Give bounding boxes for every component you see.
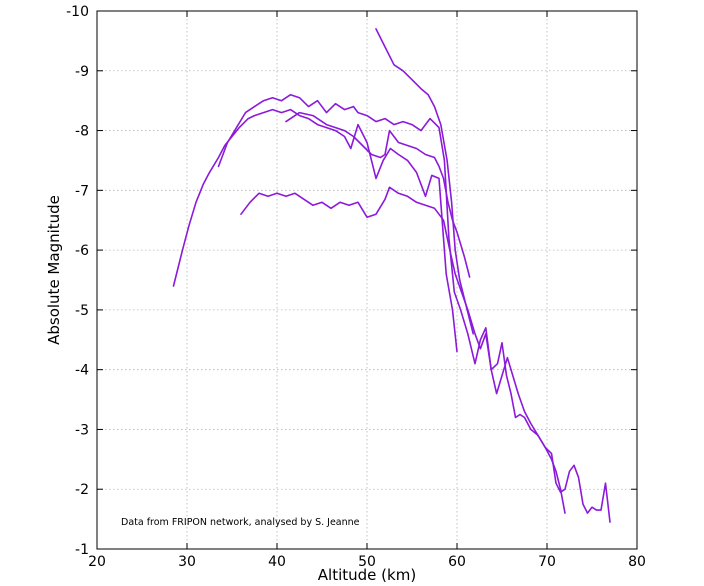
x-tick-label: 20 [88,554,106,570]
source-annotation: Data from FRIPON network, analysed by S.… [121,517,360,528]
x-tick-label: 80 [628,554,646,570]
y-tick-label: -7 [75,183,89,199]
y-tick-labels: -10 -9 -8 -7 -6 -5 -4 -3 -2 -1 [66,4,89,558]
series-line-4 [375,28,474,335]
x-axis-title: Altitude (km) [318,566,416,584]
y-tick-label: -5 [75,303,89,319]
grid-lines [97,11,637,549]
y-tick-label: -6 [75,243,89,259]
x-tick-label: 30 [178,554,196,570]
y-tick-label: -3 [75,422,89,438]
x-tick-label: 60 [448,554,466,570]
y-tick-label: -8 [75,124,89,140]
series-group [172,28,611,523]
x-tick-label: 50 [358,554,376,570]
y-tick-label: -10 [66,4,89,20]
y-tick-label: -2 [75,482,89,498]
series-line-3 [285,111,471,278]
y-tick-label: -1 [75,542,89,558]
y-axis-title: Absolute Magnitude [45,195,63,345]
y-tick-label: -9 [75,64,89,80]
x-tick-labels: 20 30 40 50 60 70 80 [88,554,646,570]
x-tick-label: 70 [538,554,556,570]
tick-marks [96,10,638,550]
y-tick-label: -4 [75,363,89,379]
x-tick-label: 40 [268,554,286,570]
series-line-5 [240,186,611,523]
series-line-1 [172,108,458,353]
series-line-2 [217,93,566,514]
